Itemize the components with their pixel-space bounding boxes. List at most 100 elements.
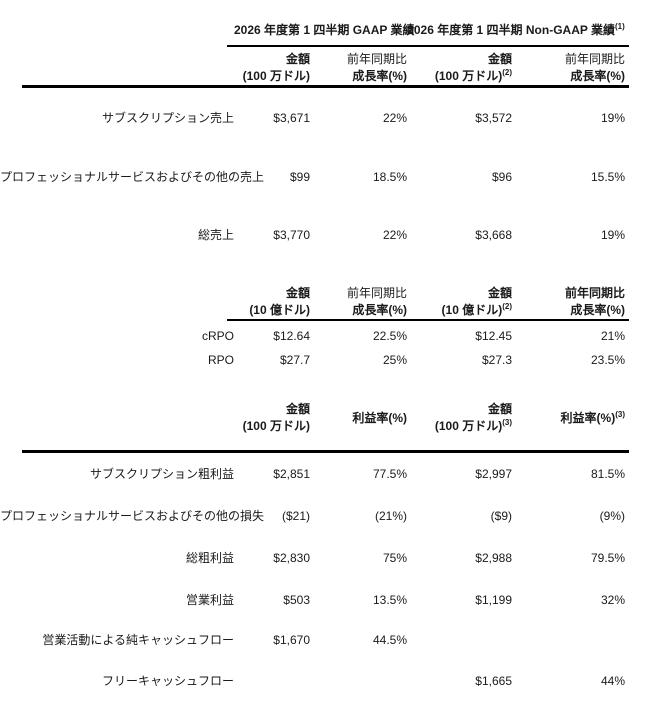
cell-value: 19% (600, 111, 625, 125)
cell-value: $1,199 (475, 593, 512, 607)
cell-value: $99 (289, 170, 310, 184)
row-label: 営業利益 (185, 593, 234, 607)
column-header-spacer (0, 285, 234, 319)
cell-value: 79.5% (590, 551, 625, 565)
cell-value: $2,997 (475, 467, 512, 481)
cell-value (407, 632, 512, 649)
cell-value: 44.5% (372, 633, 407, 647)
row-label: プロフェッショナルサービスおよびその他の損失 (0, 509, 265, 523)
cell-value: 25% (382, 353, 407, 367)
group-header-spacer (0, 22, 234, 38)
cell-value: ($21) (281, 509, 310, 523)
cell-value: 22% (382, 111, 407, 125)
cell-value: $3,572 (475, 111, 512, 125)
s3-col-header-amount-gaap: 金額 (100 万ドル) (242, 402, 310, 433)
cell-value: 44% (600, 674, 625, 688)
cell-value: $3,671 (273, 111, 310, 125)
cell-value: $3,770 (273, 228, 310, 242)
table-row: 総売上 $3,770 22% $3,668 19% (0, 227, 625, 244)
cell-value: $96 (491, 170, 512, 184)
cell-value: $503 (283, 593, 310, 607)
row-label: cRPO (201, 329, 234, 343)
cell-value: $2,851 (273, 467, 310, 481)
cell-value: 21% (600, 329, 625, 343)
cell-value: 32% (600, 593, 625, 607)
section1-column-header-row: 金額 (100 万ドル) 前年同期比 成長率(%) 金額 (100 万ドル)(2… (0, 51, 625, 85)
cell-value: 23.5% (590, 353, 625, 367)
table-row: 営業利益 $503 13.5% $1,199 32% (0, 592, 625, 609)
footnote-ref-3: (3) (502, 418, 512, 427)
cell-value: ($9) (490, 509, 512, 523)
cell-value: $12.64 (273, 329, 310, 343)
cell-value: 81.5% (590, 467, 625, 481)
s3-col-header-margin-non-gaap: 利益率(%)(3) (560, 410, 625, 426)
s2-col-header-amount-gaap: 金額 (10 億ドル) (249, 286, 310, 317)
cell-value: 15.5% (590, 170, 625, 184)
cell-value: 22% (382, 228, 407, 242)
group-header-non-gaap: 2026 年度第 1 四半期 Non-GAAP 業績(1) (407, 22, 625, 38)
row-label: RPO (207, 353, 234, 367)
section1-top-rule (22, 85, 629, 88)
s2-col-header-growth-non-gaap: 前年同期比 成長率(%) (564, 286, 625, 317)
cell-value (512, 632, 625, 649)
cell-value: $2,988 (475, 551, 512, 565)
s1-col-header-growth-non-gaap: 前年同期比 成長率(%) (564, 52, 625, 83)
s2-col-header-amount-non-gaap: 金額 (10 億ドル)(2) (441, 286, 512, 317)
cell-value: (21%) (374, 509, 407, 523)
cell-value (234, 673, 310, 690)
cell-value: 75% (382, 551, 407, 565)
footnote-ref-2: (2) (502, 68, 512, 77)
group-header-underline (227, 45, 629, 47)
cell-value: $27.3 (481, 353, 512, 367)
cell-value: 77.5% (372, 467, 407, 481)
cell-value: $3,668 (475, 228, 512, 242)
s1-col-header-growth-gaap: 前年同期比 成長率(%) (346, 52, 407, 83)
cell-value: $1,670 (273, 633, 310, 647)
table-row: 総粗利益 $2,830 75% $2,988 79.5% (0, 550, 625, 567)
section2-column-header-row: 金額 (10 億ドル) 前年同期比 成長率(%) 金額 (10 億ドル)(2) … (0, 285, 625, 319)
table-row: cRPO $12.64 22.5% $12.45 21% (0, 328, 625, 345)
row-label: 総粗利益 (185, 551, 234, 565)
s3-col-header-amount-non-gaap: 金額 (100 万ドル)(3) (434, 402, 512, 433)
cell-value: (9%) (599, 509, 625, 523)
footnote-ref-1: (1) (615, 22, 625, 31)
section2-header-underline (227, 319, 629, 321)
cell-value: 22.5% (372, 329, 407, 343)
cell-value: $27.7 (279, 353, 310, 367)
footnote-ref-2: (2) (502, 302, 512, 311)
row-label: フリーキャッシュフロー (101, 674, 234, 688)
group-header-gaap: 2026 年度第 1 四半期 GAAP 業績 (234, 22, 415, 38)
cell-value: 18.5% (372, 170, 407, 184)
column-header-spacer (0, 401, 234, 435)
group-header-non-gaap-label: 2026 年度第 1 四半期 Non-GAAP 業績 (407, 23, 616, 37)
row-label: サブスクリプション粗利益 (89, 467, 234, 481)
table-row: プロフェッショナルサービスおよびその他の売上 $99 18.5% $96 15.… (0, 169, 625, 186)
table-row: プロフェッショナルサービスおよびその他の損失 ($21) (21%) ($9) … (0, 508, 625, 525)
footnote-ref-3: (3) (615, 410, 625, 419)
row-label: 営業活動による純キャッシュフロー (42, 633, 234, 647)
table-row: RPO $27.7 25% $27.3 23.5% (0, 352, 625, 369)
cell-value: $12.45 (475, 329, 512, 343)
s1-col-header-amount-gaap: 金額 (100 万ドル) (242, 52, 310, 83)
cell-value (310, 673, 407, 690)
table-row: サブスクリプション売上 $3,671 22% $3,572 19% (0, 110, 625, 127)
s2-col-header-growth-gaap: 前年同期比 成長率(%) (346, 286, 407, 317)
cell-value: $2,830 (273, 551, 310, 565)
section3-column-header-row: 金額 (100 万ドル) 利益率(%) 金額 (100 万ドル)(3) 利益率(… (0, 401, 625, 435)
group-header-gaap-label: 2026 年度第 1 四半期 GAAP 業績 (234, 23, 415, 37)
row-label: サブスクリプション売上 (101, 111, 234, 125)
group-header-row: 2026 年度第 1 四半期 GAAP 業績 2026 年度第 1 四半期 No… (0, 22, 625, 38)
cell-value: $1,665 (475, 674, 512, 688)
cell-value: 19% (600, 228, 625, 242)
row-label: プロフェッショナルサービスおよびその他の売上 (0, 170, 265, 184)
cell-value: 13.5% (372, 593, 407, 607)
column-header-spacer (0, 51, 234, 85)
section3-top-rule (22, 450, 629, 453)
s3-col-header-margin-gaap: 利益率(%) (352, 411, 407, 425)
table-row: サブスクリプション粗利益 $2,851 77.5% $2,997 81.5% (0, 466, 625, 483)
table-row: フリーキャッシュフロー $1,665 44% (0, 673, 625, 690)
row-label: 総売上 (197, 228, 234, 242)
table-row: 営業活動による純キャッシュフロー $1,670 44.5% (0, 632, 625, 649)
s1-col-header-amount-non-gaap: 金額 (100 万ドル)(2) (434, 52, 512, 83)
